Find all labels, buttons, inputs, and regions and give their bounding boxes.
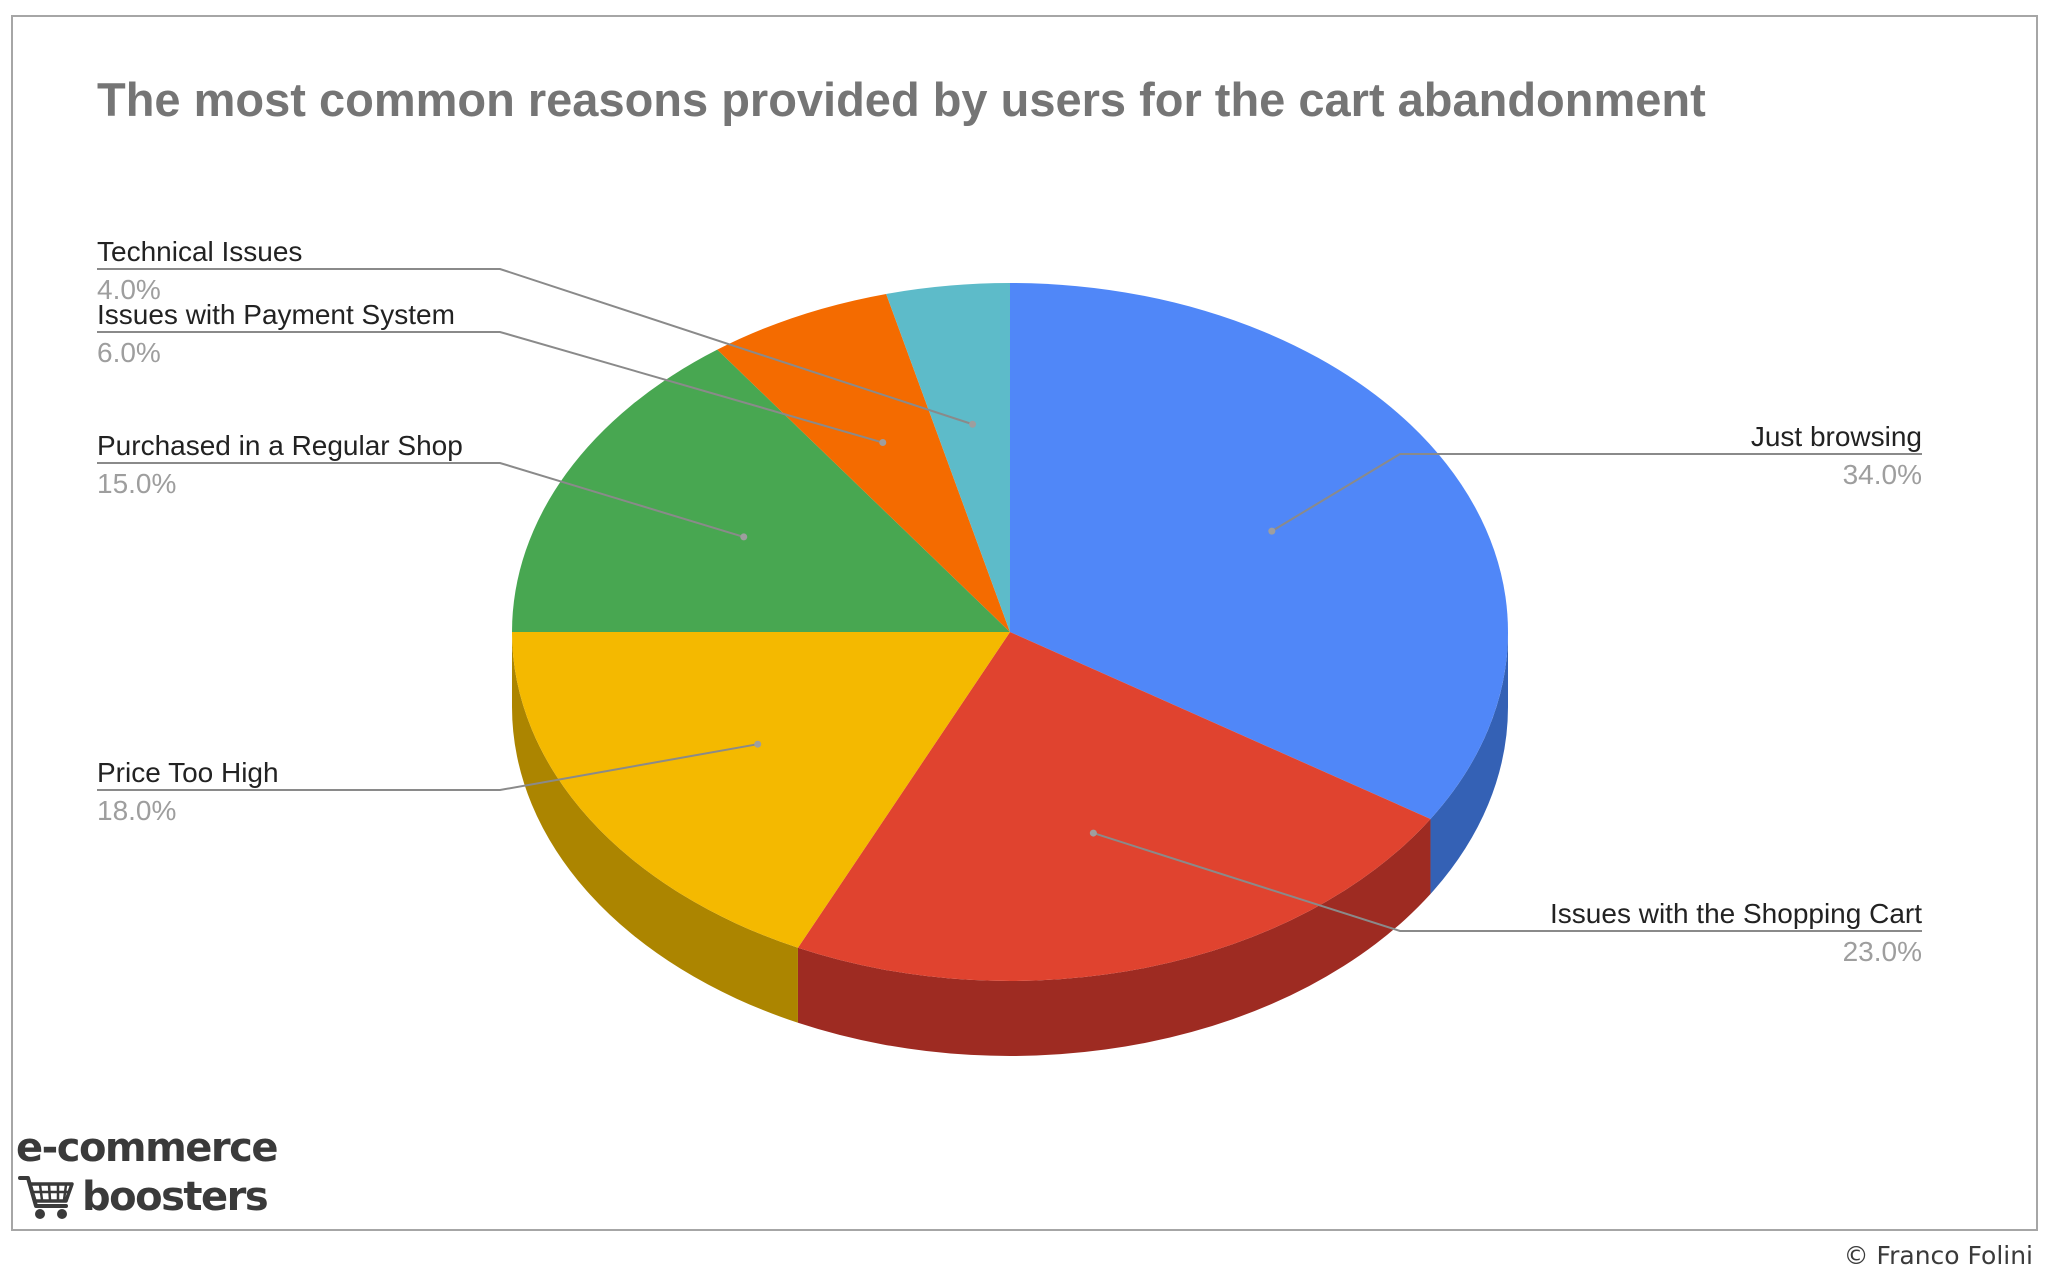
pie-labels: Just browsing 34.0% Issues with the Shoppi… — [97, 236, 1922, 967]
pie-side-price-too-high — [512, 632, 798, 1023]
leader-dot-purchased-in-a-regular-shop — [740, 533, 748, 541]
slice-label-just-browsing: Just browsing — [1751, 421, 1922, 452]
pie-slice-purchased-in-a-regular-shop — [512, 349, 1010, 632]
leader-line-issues-with-the-shopping-cart — [1093, 832, 1922, 932]
pie-sides — [512, 632, 1508, 1057]
pie-slice-issues-with-payment-system — [717, 293, 1010, 632]
brand-logo-line1: e-commerce — [16, 1125, 278, 1171]
slice-label-issues-with-payment-system: Issues with Payment System — [97, 299, 455, 330]
slice-value-issues-with-the-shopping-cart: 23.0% — [1843, 936, 1922, 967]
slice-label-purchased-in-a-regular-shop: Purchased in a Regular Shop — [97, 430, 463, 461]
pie-side-just-browsing — [1430, 632, 1508, 895]
pie-slice-just-browsing — [1010, 283, 1508, 820]
leader-dot-technical-issues — [969, 420, 977, 428]
chart-title: The most common reasons provided by user… — [97, 73, 1706, 126]
slice-value-price-too-high: 18.0% — [97, 795, 176, 826]
leader-line-purchased-in-a-regular-shop — [97, 462, 745, 538]
leader-line-issues-with-payment-system — [97, 331, 884, 444]
brand-logo: e-commerce boosters — [16, 1125, 278, 1228]
slice-value-issues-with-payment-system: 6.0% — [97, 337, 161, 368]
leader-line-just-browsing — [1271, 453, 1922, 532]
slice-value-just-browsing: 34.0% — [1843, 459, 1922, 490]
leader-dot-issues-with-the-shopping-cart — [1089, 829, 1097, 837]
leader-line-price-too-high — [97, 743, 758, 791]
slice-label-price-too-high: Price Too High — [97, 757, 279, 788]
leader-line-technical-issues — [97, 268, 973, 426]
pie-slice-technical-issues — [886, 283, 1010, 632]
leader-dot-just-browsing — [1268, 527, 1276, 535]
pie-side-issues-with-the-shopping-cart — [797, 819, 1431, 1057]
pie-top — [512, 283, 1508, 981]
shopping-cart-icon — [18, 1176, 74, 1219]
copyright-text: © Franco Folini — [1843, 1241, 2033, 1270]
brand-logo-line2: boosters — [82, 1174, 269, 1220]
slice-label-technical-issues: Technical Issues — [97, 236, 302, 267]
leader-dot-issues-with-payment-system — [879, 439, 887, 447]
pie-slice-issues-with-the-shopping-cart — [797, 632, 1431, 981]
leader-dot-price-too-high — [754, 740, 762, 748]
slice-value-purchased-in-a-regular-shop: 15.0% — [97, 468, 176, 499]
pie-slice-price-too-high — [512, 632, 1010, 948]
slice-value-technical-issues: 4.0% — [97, 274, 161, 305]
slice-label-issues-with-the-shopping-cart: Issues with the Shopping Cart — [1550, 898, 1922, 929]
